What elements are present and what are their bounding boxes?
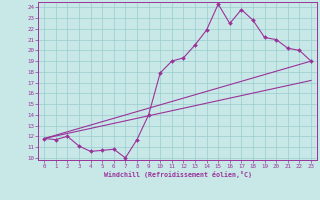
X-axis label: Windchill (Refroidissement éolien,°C): Windchill (Refroidissement éolien,°C): [104, 171, 252, 178]
